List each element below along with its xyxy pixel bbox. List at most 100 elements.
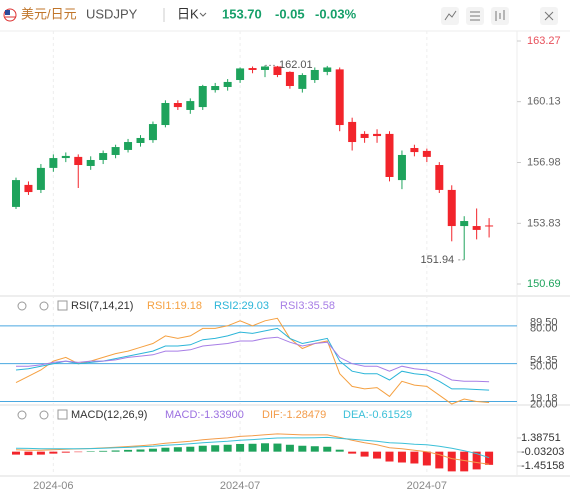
y-tick-label: 150.69	[527, 278, 561, 290]
legend-entry: RSI3:35.58	[280, 300, 335, 312]
legend-entry: RSI2:29.03	[214, 300, 269, 312]
macd-bar	[36, 451, 45, 455]
y-tick-label: 80.00	[530, 323, 558, 335]
value-label: 54.35	[530, 355, 558, 367]
candle-body	[49, 158, 58, 168]
macd-bar	[285, 444, 294, 452]
y-tick-label: 50.00	[530, 361, 558, 373]
candle-body	[186, 101, 195, 110]
macd-bar	[161, 447, 170, 452]
candle-body	[410, 148, 419, 153]
macd-bar	[273, 443, 282, 452]
candle-body	[360, 133, 369, 138]
y-tick-label: 163.27	[527, 35, 561, 47]
candle-body	[111, 147, 120, 155]
candle-body	[485, 225, 494, 227]
box-icon[interactable]	[57, 409, 68, 420]
eye-icon[interactable]	[17, 410, 27, 420]
legend-entry: DIF:-1.28479	[262, 409, 326, 421]
y-tick-label: 156.98	[527, 156, 561, 168]
indicator-icons	[17, 300, 68, 420]
macd-bar	[335, 449, 344, 452]
y-tick-label: -1.45158	[521, 460, 564, 472]
candle-body	[460, 221, 469, 227]
macd-bar	[61, 451, 70, 453]
candle-body	[99, 153, 108, 160]
macd-bar	[223, 444, 232, 452]
pair-name: 美元/日元	[21, 6, 77, 21]
value-label: 19.18	[530, 392, 558, 404]
macd-bar	[397, 451, 406, 463]
candle-body	[348, 121, 357, 143]
macd-bar	[310, 446, 319, 452]
macd-bar	[173, 447, 182, 452]
candle-body	[136, 137, 145, 143]
candle-body	[161, 103, 170, 126]
tool-icon	[470, 11, 480, 21]
tool-icon	[544, 11, 554, 21]
candle-body	[36, 167, 45, 190]
candle-body	[335, 69, 344, 126]
eye-icon[interactable]	[17, 301, 27, 311]
macd-bar	[323, 446, 332, 452]
legend-entry: MACD:-1.33900	[165, 409, 244, 421]
indicator-title: RSI(7,14,21)	[71, 300, 133, 312]
x-tick-label: 2024-07	[220, 480, 260, 492]
macd-bar	[186, 446, 195, 452]
y-tick-label: 153.83	[527, 217, 561, 229]
settings-icon[interactable]	[39, 301, 49, 311]
x-tick-label: 2024-07	[407, 480, 447, 492]
candle-body	[373, 133, 382, 137]
macd-bar	[12, 451, 20, 455]
candle-body	[435, 165, 444, 190]
candle-body	[472, 226, 481, 230]
macd-bar	[198, 445, 207, 452]
macd-bar	[211, 445, 220, 452]
macd-bar	[348, 451, 357, 454]
tool-button[interactable]	[441, 7, 459, 25]
candle-body	[173, 103, 182, 108]
dropdown-icon[interactable]	[199, 12, 207, 17]
candle-body	[198, 86, 207, 108]
macd-bar	[86, 451, 95, 452]
symbol: USDJPY	[86, 6, 138, 21]
candle-body	[397, 154, 406, 181]
candle-body	[124, 142, 133, 150]
macd-bar	[136, 449, 145, 452]
macd-bar	[24, 451, 33, 456]
macd-bar	[124, 449, 133, 452]
candle-body	[61, 155, 70, 159]
candle-body	[273, 66, 282, 75]
macd-bar	[410, 451, 419, 464]
macd-bar	[74, 451, 83, 453]
macd-bar	[373, 451, 382, 459]
change-pct: -0.03%	[315, 6, 357, 21]
candle-body	[24, 184, 33, 193]
candle-body	[74, 156, 83, 166]
toolbar	[441, 7, 558, 25]
candle-body	[385, 133, 394, 177]
candle-body	[310, 69, 319, 81]
series-line	[15, 327, 490, 391]
y-tick-label: 1.38751	[521, 432, 561, 444]
macd-bar	[298, 445, 307, 452]
value-label: 89.50	[530, 317, 558, 329]
period[interactable]: 日K	[177, 6, 199, 21]
change: -0.05	[275, 6, 305, 21]
candle-body	[236, 68, 245, 81]
candle-body	[447, 189, 456, 227]
macd-bar	[99, 450, 108, 452]
settings-icon[interactable]	[39, 410, 49, 420]
y-tick-label: 20.00	[530, 398, 558, 410]
series-line	[16, 336, 490, 383]
legend-entry: DEA:-0.61529	[343, 409, 412, 421]
candle-body	[223, 81, 232, 87]
tool-icon	[444, 10, 457, 21]
macd-bar	[111, 450, 120, 452]
box-icon[interactable]	[57, 300, 68, 311]
macd-bar	[485, 451, 494, 465]
candle-body	[248, 68, 257, 70]
